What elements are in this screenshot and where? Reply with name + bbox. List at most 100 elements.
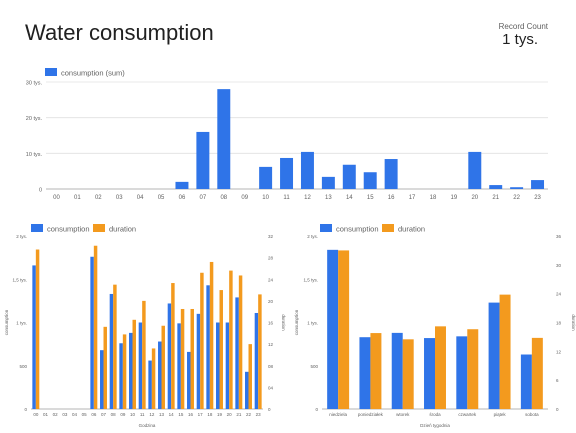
left-bar-consumption-19 xyxy=(216,322,220,409)
left-y-axis-title: consumption xyxy=(4,309,9,335)
x-tick-label: 08 xyxy=(220,195,227,201)
left-x-tick-label: 01 xyxy=(43,412,49,417)
record-count-value: 1 tys. xyxy=(502,31,538,48)
bar-consumption-11 xyxy=(280,157,294,189)
left-x-tick-label: 07 xyxy=(101,412,107,417)
right-bar-consumption-piątek xyxy=(488,302,500,409)
left-y2-tick-label: 32 xyxy=(268,234,274,239)
hourly-consumption-chart: consumption (sum) 0 10 tys. 20 tys. 30 tys. 0… xyxy=(26,68,548,201)
left-x-tick-label: 10 xyxy=(130,412,136,417)
right-bar-duration-poniedziałek xyxy=(370,333,382,409)
left-bar-consumption-16 xyxy=(187,351,191,409)
right-y-axis-title: consumption xyxy=(294,309,299,335)
left-x-axis-title: Godzina xyxy=(139,423,156,428)
bar-consumption-06 xyxy=(175,181,189,189)
x-tick-label: 13 xyxy=(325,195,332,201)
left-bar-consumption-21 xyxy=(235,297,239,409)
left-x-tick-label: 09 xyxy=(120,412,126,417)
left-x-tick-label: 13 xyxy=(159,412,165,417)
left-x-tick-label: 22 xyxy=(246,412,252,417)
left-x-tick-label: 21 xyxy=(236,412,242,417)
left-x-tick-label: 08 xyxy=(111,412,117,417)
left-x-tick-label: 23 xyxy=(256,412,262,417)
left-bar-duration-00 xyxy=(35,249,40,409)
right-x-tick-label: niedziela xyxy=(329,412,347,417)
x-tick-label: 02 xyxy=(95,195,102,201)
right-y-tick-label: 1,5 tys. xyxy=(303,277,318,282)
left-bar-consumption-18 xyxy=(206,285,210,409)
left-bar-duration-17 xyxy=(200,272,204,409)
right-y2-tick-label: 12 xyxy=(556,349,562,354)
x-tick-label: 07 xyxy=(200,195,207,201)
right-y2-axis-title: duration xyxy=(571,314,576,331)
left-bar-duration-07 xyxy=(103,326,107,409)
left-legend-swatch-consumption xyxy=(31,224,43,232)
left-y2-tick-label: 28 xyxy=(268,256,274,261)
left-y2-tick-label: 24 xyxy=(268,277,274,282)
left-bar-duration-19 xyxy=(219,290,223,409)
right-y2-tick-label: 30 xyxy=(556,263,562,268)
right-y-tick-label: 500 xyxy=(310,364,318,369)
left-y2-axis-title: duration xyxy=(281,314,286,331)
left-bar-duration-14 xyxy=(171,283,175,409)
x-tick-label: 16 xyxy=(388,195,395,201)
right-y-tick-label: 0 xyxy=(315,407,318,412)
left-bar-duration-08 xyxy=(113,284,117,409)
left-bar-duration-13 xyxy=(161,325,165,409)
x-tick-label: 19 xyxy=(451,195,458,201)
x-tick-label: 14 xyxy=(346,195,353,201)
left-bar-consumption-22 xyxy=(245,371,249,409)
left-bar-duration-10 xyxy=(132,319,136,409)
right-bar-consumption-poniedziałek xyxy=(359,337,371,409)
left-x-tick-label: 19 xyxy=(217,412,223,417)
right-x-tick-label: piątek xyxy=(494,412,507,417)
left-bar-duration-09 xyxy=(122,334,127,409)
left-bar-duration-20 xyxy=(229,270,233,409)
bar-consumption-23 xyxy=(531,180,545,189)
record-count-label: Record Count xyxy=(498,22,548,31)
left-bar-consumption-14 xyxy=(167,303,172,409)
left-y2-tick-label: 08 xyxy=(268,364,274,369)
left-bar-duration-22 xyxy=(248,344,252,409)
bar-consumption-16 xyxy=(384,159,398,189)
right-x-tick-label: wtorek xyxy=(396,412,410,417)
left-x-tick-label: 11 xyxy=(140,412,145,417)
left-y2-tick-label: 04 xyxy=(268,385,274,390)
right-legend-swatch-consumption xyxy=(320,224,332,232)
right-y2-tick-label: 0 xyxy=(556,407,559,412)
left-legend-swatch-duration xyxy=(93,224,105,232)
left-x-tick-label: 02 xyxy=(53,412,59,417)
x-tick-label: 09 xyxy=(241,195,248,201)
right-x-axis-title: Dzień tygodnia xyxy=(420,423,450,428)
left-bar-consumption-15 xyxy=(177,323,181,409)
left-bar-duration-23 xyxy=(258,294,262,409)
left-bar-duration-11 xyxy=(142,300,146,409)
left-y2-tick-label: 16 xyxy=(268,321,274,326)
left-legend-label-duration: duration xyxy=(109,225,136,234)
left-y-tick-label: 1 tys. xyxy=(16,321,27,326)
left-legend-label-consumption: consumption xyxy=(47,225,90,234)
right-legend-swatch-duration xyxy=(382,224,394,232)
right-bar-consumption-sobota xyxy=(520,354,532,409)
right-legend-label-consumption: consumption xyxy=(336,225,379,234)
right-bar-consumption-niedziela xyxy=(327,249,339,409)
right-bar-consumption-czwartek xyxy=(456,336,468,409)
right-y2-tick-label: 6 xyxy=(556,378,559,383)
right-bar-duration-piątek xyxy=(499,294,511,409)
left-bar-duration-21 xyxy=(238,275,243,409)
page-title: Water consumption xyxy=(25,20,214,45)
right-y2-tick-label: 18 xyxy=(556,321,562,326)
left-bar-consumption-07 xyxy=(100,350,104,409)
bar-consumption-13 xyxy=(321,176,335,189)
x-tick-label: 00 xyxy=(53,195,60,201)
x-tick-label: 22 xyxy=(513,195,520,201)
right-bar-consumption-wtorek xyxy=(391,332,403,409)
right-y2-tick-label: 36 xyxy=(556,234,562,239)
left-y2-tick-label: 20 xyxy=(268,299,274,304)
x-tick-label: 01 xyxy=(74,195,81,201)
x-tick-label: 17 xyxy=(409,195,416,201)
left-bar-consumption-20 xyxy=(225,322,230,409)
right-x-tick-label: czwartek xyxy=(458,412,477,417)
legend-swatch-consumption-sum xyxy=(45,68,57,76)
